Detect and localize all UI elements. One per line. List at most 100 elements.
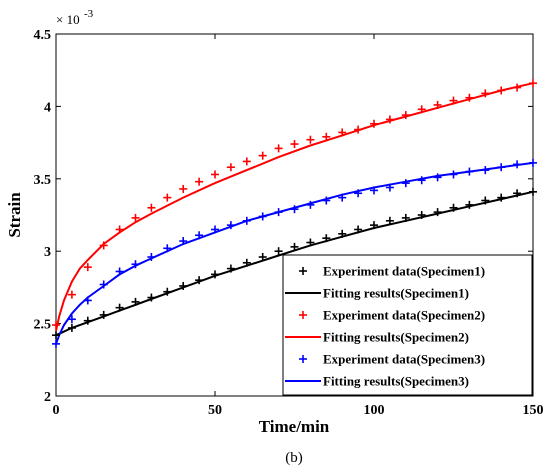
data-point xyxy=(115,303,124,312)
data-point xyxy=(131,213,140,222)
y-axis-label: Strain xyxy=(5,192,24,238)
data-point xyxy=(370,119,378,128)
data-point xyxy=(52,321,60,330)
legend-entry-label: Fitting results(Specimen2) xyxy=(323,330,469,345)
legend-marker xyxy=(299,267,307,275)
data-point xyxy=(513,83,522,92)
data-point xyxy=(401,213,410,222)
y-tick-label: 2 xyxy=(44,390,51,405)
data-point xyxy=(211,225,219,234)
data-point xyxy=(401,111,410,120)
data-point xyxy=(513,160,522,169)
data-point xyxy=(497,193,506,202)
data-point xyxy=(163,193,172,202)
data-point xyxy=(67,323,76,332)
legend-entry-label: Fitting results(Specimen1) xyxy=(323,286,469,301)
data-point xyxy=(385,216,394,225)
data-point xyxy=(354,225,363,234)
data-point xyxy=(338,193,347,202)
data-point xyxy=(338,128,347,137)
y-exponent: × 10 -3 xyxy=(56,8,94,27)
data-point xyxy=(481,196,490,205)
data-point xyxy=(529,79,537,88)
data-point xyxy=(226,221,235,230)
data-point xyxy=(211,270,219,279)
data-point xyxy=(401,179,410,188)
data-point xyxy=(370,221,378,230)
data-point xyxy=(179,184,188,193)
y-tick-label: 3 xyxy=(44,245,51,260)
data-point xyxy=(449,170,458,179)
x-tick-label: 150 xyxy=(523,403,544,418)
y-exponent-label: -3 xyxy=(84,8,94,20)
data-point xyxy=(147,203,156,212)
legend-marker xyxy=(299,311,307,319)
data-point xyxy=(258,252,267,261)
x-axis-label: Time/min xyxy=(259,417,330,436)
y-tick-label: 3.5 xyxy=(34,173,52,188)
data-point xyxy=(67,315,76,324)
data-point xyxy=(115,225,124,234)
y-multiplier-label: × 10 xyxy=(56,12,80,27)
data-point xyxy=(99,280,108,289)
data-point xyxy=(258,212,267,221)
data-point xyxy=(226,264,235,273)
data-point xyxy=(290,242,299,251)
x-tick-label: 50 xyxy=(208,403,222,418)
data-point xyxy=(83,316,92,325)
legend: Experiment data(Specimen1) Fitting result… xyxy=(282,254,533,396)
data-point xyxy=(529,158,537,167)
data-point xyxy=(242,258,251,267)
x-tick-label: 100 xyxy=(364,403,385,418)
data-point xyxy=(433,100,442,109)
y-tick-label: 4.5 xyxy=(34,28,52,43)
data-point xyxy=(195,177,204,186)
data-point xyxy=(67,290,76,299)
data-point xyxy=(385,115,394,124)
data-point xyxy=(274,208,283,217)
data-point xyxy=(83,296,92,305)
legend-entry-label: Experiment data(Specimen3) xyxy=(323,352,485,367)
data-point xyxy=(465,93,474,102)
data-point xyxy=(179,281,188,290)
data-point xyxy=(290,140,299,149)
data-point xyxy=(433,173,442,182)
data-point xyxy=(163,287,172,296)
data-point xyxy=(513,189,522,198)
x-tick-label: 0 xyxy=(53,403,60,418)
data-point xyxy=(465,200,474,209)
data-point xyxy=(433,208,442,217)
legend-entry-label: Experiment data(Specimen2) xyxy=(323,308,485,323)
data-point xyxy=(258,151,267,160)
legend-box xyxy=(282,254,533,396)
data-point xyxy=(131,260,140,269)
data-point xyxy=(306,135,315,144)
data-point xyxy=(449,203,458,212)
data-point xyxy=(306,238,315,247)
data-point xyxy=(290,205,299,214)
data-point xyxy=(481,166,490,175)
data-point xyxy=(211,170,219,179)
data-point xyxy=(481,89,490,98)
data-point xyxy=(226,163,235,172)
data-point xyxy=(242,157,251,166)
data-point xyxy=(274,144,283,153)
data-point xyxy=(147,293,156,302)
data-point xyxy=(52,339,60,348)
data-point xyxy=(322,132,331,141)
data-point xyxy=(354,125,363,134)
legend-entry-label: Experiment data(Specimen1) xyxy=(323,264,485,279)
data-point xyxy=(163,244,172,253)
data-point xyxy=(354,189,363,198)
data-point xyxy=(195,231,204,240)
data-point xyxy=(115,267,124,276)
data-point xyxy=(83,263,92,272)
data-point xyxy=(179,237,188,246)
data-point xyxy=(99,310,108,319)
legend-entry-label: Fitting results(Specimen3) xyxy=(323,374,469,389)
data-point xyxy=(322,196,331,205)
data-point xyxy=(52,331,60,340)
y-tick-label: 2.5 xyxy=(34,318,52,333)
figure-caption: (b) xyxy=(285,450,303,466)
